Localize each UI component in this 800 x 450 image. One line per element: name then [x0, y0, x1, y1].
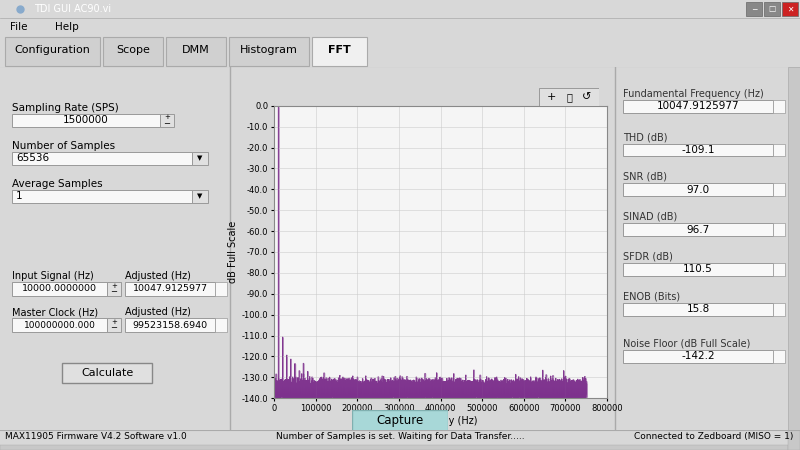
Bar: [160, 113, 174, 127]
Text: +: +: [546, 92, 556, 102]
Text: 97.0: 97.0: [686, 185, 710, 195]
Bar: [166, 36, 226, 66]
Text: TDI GUI AC90.vi: TDI GUI AC90.vi: [34, 4, 110, 14]
Bar: [773, 350, 785, 363]
Text: ─: ─: [752, 4, 756, 13]
Text: 10000.0000000: 10000.0000000: [22, 284, 97, 293]
Text: Histogram: Histogram: [240, 45, 298, 55]
Bar: [12, 113, 160, 127]
Text: SFDR (dB): SFDR (dB): [623, 252, 673, 261]
Text: FFT: FFT: [328, 45, 351, 55]
Bar: [229, 36, 309, 66]
Text: Number of Samples is set. Waiting for Data Transfer.....: Number of Samples is set. Waiting for Da…: [276, 432, 524, 441]
Text: Configuration: Configuration: [14, 45, 90, 55]
Bar: [773, 223, 785, 236]
Text: −: −: [110, 324, 118, 333]
Text: ENOB (Bits): ENOB (Bits): [623, 292, 680, 302]
Bar: [62, 363, 152, 382]
Bar: [623, 184, 773, 196]
Text: 1500000: 1500000: [63, 115, 109, 126]
Bar: [623, 350, 773, 363]
Text: THD (dB): THD (dB): [623, 132, 667, 142]
Bar: [764, 2, 780, 16]
Text: 100000000.000: 100000000.000: [23, 320, 95, 329]
Text: ▼: ▼: [198, 194, 202, 199]
Text: -109.1: -109.1: [682, 145, 714, 155]
Bar: [623, 223, 773, 236]
Text: 110.5: 110.5: [683, 265, 713, 274]
Bar: [788, 430, 800, 450]
Bar: [12, 189, 192, 203]
Text: 10047.9125977: 10047.9125977: [657, 101, 739, 112]
Bar: [107, 282, 121, 296]
Bar: [215, 318, 227, 332]
Text: DMM: DMM: [182, 45, 210, 55]
Bar: [746, 2, 762, 16]
Text: Connected to Zedboard (MISO = 1): Connected to Zedboard (MISO = 1): [634, 432, 793, 441]
Text: 1: 1: [16, 191, 22, 202]
Bar: [192, 152, 208, 165]
Text: Master Clock (Hz): Master Clock (Hz): [12, 307, 98, 317]
Text: Adjusted (Hz): Adjusted (Hz): [125, 271, 191, 281]
Text: Average Samples: Average Samples: [12, 179, 102, 189]
Text: 65536: 65536: [16, 153, 49, 163]
Text: Capture: Capture: [376, 414, 424, 427]
Bar: [773, 184, 785, 196]
Bar: [0, 445, 788, 450]
Bar: [773, 100, 785, 113]
Bar: [312, 36, 367, 66]
Text: Number of Samples: Number of Samples: [12, 141, 115, 151]
Bar: [623, 100, 773, 113]
Text: Sampling Rate (SPS): Sampling Rate (SPS): [12, 103, 118, 113]
Text: Calculate: Calculate: [81, 368, 133, 378]
Bar: [192, 189, 208, 203]
Text: ↺: ↺: [582, 92, 592, 102]
Bar: [773, 263, 785, 276]
Text: -142.2: -142.2: [681, 351, 715, 361]
Text: Input Signal (Hz): Input Signal (Hz): [12, 271, 94, 281]
Text: ▼: ▼: [198, 155, 202, 162]
Bar: [12, 318, 107, 332]
Text: ✕: ✕: [787, 4, 793, 13]
X-axis label: Frequency (Hz): Frequency (Hz): [404, 416, 478, 426]
Bar: [782, 2, 798, 16]
Text: −: −: [163, 119, 170, 128]
Bar: [623, 263, 773, 276]
Bar: [12, 282, 107, 296]
Text: 15.8: 15.8: [686, 304, 710, 314]
Bar: [125, 282, 215, 296]
Bar: [788, 68, 800, 430]
Text: Noise Floor (dB Full Scale): Noise Floor (dB Full Scale): [623, 338, 750, 349]
Text: 10047.9125977: 10047.9125977: [133, 284, 207, 293]
Text: SNR (dB): SNR (dB): [623, 172, 667, 182]
Bar: [5, 36, 100, 66]
Text: □: □: [768, 4, 776, 13]
Bar: [103, 36, 163, 66]
Bar: [125, 318, 215, 332]
Bar: [215, 282, 227, 296]
Bar: [623, 144, 773, 156]
Bar: [773, 303, 785, 315]
Text: +: +: [164, 114, 170, 120]
Bar: [107, 318, 121, 332]
Text: −: −: [110, 288, 118, 297]
Text: 🔍: 🔍: [566, 92, 572, 102]
Y-axis label: dB Full Scale: dB Full Scale: [227, 221, 238, 283]
Text: 96.7: 96.7: [686, 225, 710, 234]
Text: 99523158.6940: 99523158.6940: [133, 320, 207, 329]
Bar: [623, 303, 773, 315]
Text: Adjusted (Hz): Adjusted (Hz): [125, 307, 191, 317]
Text: Help: Help: [55, 22, 78, 32]
Bar: [773, 144, 785, 156]
Text: +: +: [111, 283, 117, 289]
Text: SINAD (dB): SINAD (dB): [623, 212, 678, 222]
Text: File: File: [10, 22, 27, 32]
Text: MAX11905 Firmware V4.2 Software v1.0: MAX11905 Firmware V4.2 Software v1.0: [5, 432, 186, 441]
Text: +: +: [111, 319, 117, 325]
Text: Scope: Scope: [116, 45, 150, 55]
Text: Fundamental Frequency (Hz): Fundamental Frequency (Hz): [623, 89, 764, 99]
Bar: [12, 152, 192, 165]
